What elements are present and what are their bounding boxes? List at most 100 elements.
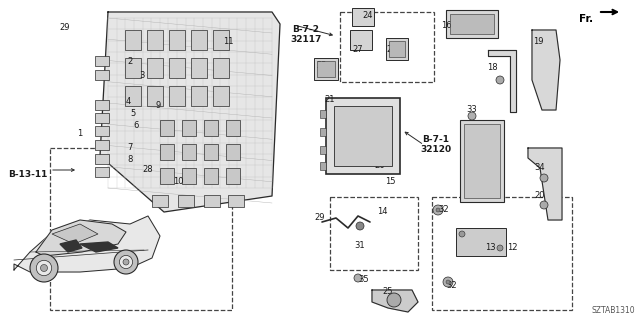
Polygon shape (372, 290, 418, 312)
Bar (147, 58, 163, 78)
Text: 32: 32 (438, 205, 449, 214)
Polygon shape (60, 240, 82, 252)
Bar (191, 30, 207, 50)
Circle shape (433, 205, 443, 215)
Circle shape (468, 112, 476, 120)
Bar (213, 86, 229, 106)
Text: 11: 11 (223, 37, 233, 46)
Text: 22: 22 (317, 61, 327, 70)
Bar (350, 30, 372, 50)
Text: 15: 15 (385, 178, 396, 187)
Text: 5: 5 (131, 109, 136, 118)
Bar (446, 10, 498, 38)
Bar (191, 86, 207, 106)
Bar (169, 58, 185, 78)
Polygon shape (100, 12, 280, 212)
Circle shape (30, 254, 58, 282)
Bar (228, 195, 244, 207)
Text: 6: 6 (133, 122, 139, 131)
Bar (95, 140, 109, 150)
Bar (125, 30, 141, 50)
Text: 17: 17 (467, 159, 477, 169)
Bar (178, 195, 194, 207)
Bar (226, 120, 240, 136)
Text: 33: 33 (467, 106, 477, 115)
Circle shape (446, 280, 450, 284)
Bar (213, 30, 229, 50)
Bar (147, 30, 163, 50)
Text: 21: 21 (324, 95, 335, 105)
Bar (95, 126, 109, 136)
Text: 12: 12 (507, 244, 517, 252)
Circle shape (387, 293, 401, 307)
Text: B-7-1
32120: B-7-1 32120 (420, 135, 452, 155)
Text: B-7-2
32117: B-7-2 32117 (291, 25, 322, 44)
Text: 32: 32 (447, 282, 458, 291)
Bar (386, 38, 408, 60)
Bar (204, 195, 220, 207)
Bar (50, 148, 232, 310)
Text: 31: 31 (355, 242, 365, 251)
Circle shape (120, 255, 132, 268)
Bar (432, 197, 572, 310)
Bar (340, 12, 434, 82)
Bar (320, 146, 326, 154)
Bar (389, 41, 405, 57)
Bar (160, 144, 174, 160)
Bar (95, 56, 109, 66)
Text: 30: 30 (335, 143, 346, 153)
Circle shape (123, 259, 129, 265)
Text: 9: 9 (156, 101, 161, 110)
Bar (95, 100, 109, 110)
Bar (456, 228, 506, 256)
Polygon shape (528, 148, 562, 220)
Text: 25: 25 (383, 287, 393, 297)
Text: B-13-11: B-13-11 (8, 170, 48, 179)
Bar (125, 86, 141, 106)
Bar (204, 120, 218, 136)
Text: 28: 28 (143, 165, 154, 174)
Bar (204, 144, 218, 160)
Circle shape (354, 274, 362, 282)
Text: 7: 7 (127, 143, 132, 153)
Bar (182, 120, 196, 136)
Bar (317, 61, 335, 77)
Polygon shape (532, 30, 560, 110)
Text: 16: 16 (441, 20, 451, 29)
Bar (204, 168, 218, 184)
Bar (147, 86, 163, 106)
Text: 20: 20 (535, 191, 545, 201)
Polygon shape (80, 242, 118, 252)
Bar (95, 113, 109, 123)
Bar (352, 8, 374, 26)
Text: 14: 14 (377, 207, 387, 217)
Bar (320, 162, 326, 170)
Text: 1: 1 (77, 130, 83, 139)
Circle shape (40, 265, 47, 271)
Circle shape (459, 231, 465, 237)
Circle shape (36, 260, 52, 276)
Bar (182, 144, 196, 160)
Text: 13: 13 (484, 244, 495, 252)
Polygon shape (14, 216, 160, 272)
Bar (330, 197, 418, 270)
Text: 10: 10 (173, 178, 183, 187)
Text: 23: 23 (387, 45, 397, 54)
Circle shape (497, 245, 503, 251)
Circle shape (356, 222, 364, 230)
Text: 4: 4 (125, 98, 131, 107)
Bar (125, 58, 141, 78)
Bar (334, 106, 392, 166)
Bar (326, 98, 400, 174)
Bar (160, 120, 174, 136)
Text: 2: 2 (127, 58, 132, 67)
Circle shape (443, 277, 453, 287)
Circle shape (540, 201, 548, 209)
Bar (226, 168, 240, 184)
Text: 3: 3 (140, 70, 145, 79)
Bar (314, 58, 338, 80)
Text: 35: 35 (358, 276, 369, 284)
Text: 29: 29 (315, 213, 325, 222)
Bar (95, 154, 109, 164)
Bar (464, 124, 500, 198)
